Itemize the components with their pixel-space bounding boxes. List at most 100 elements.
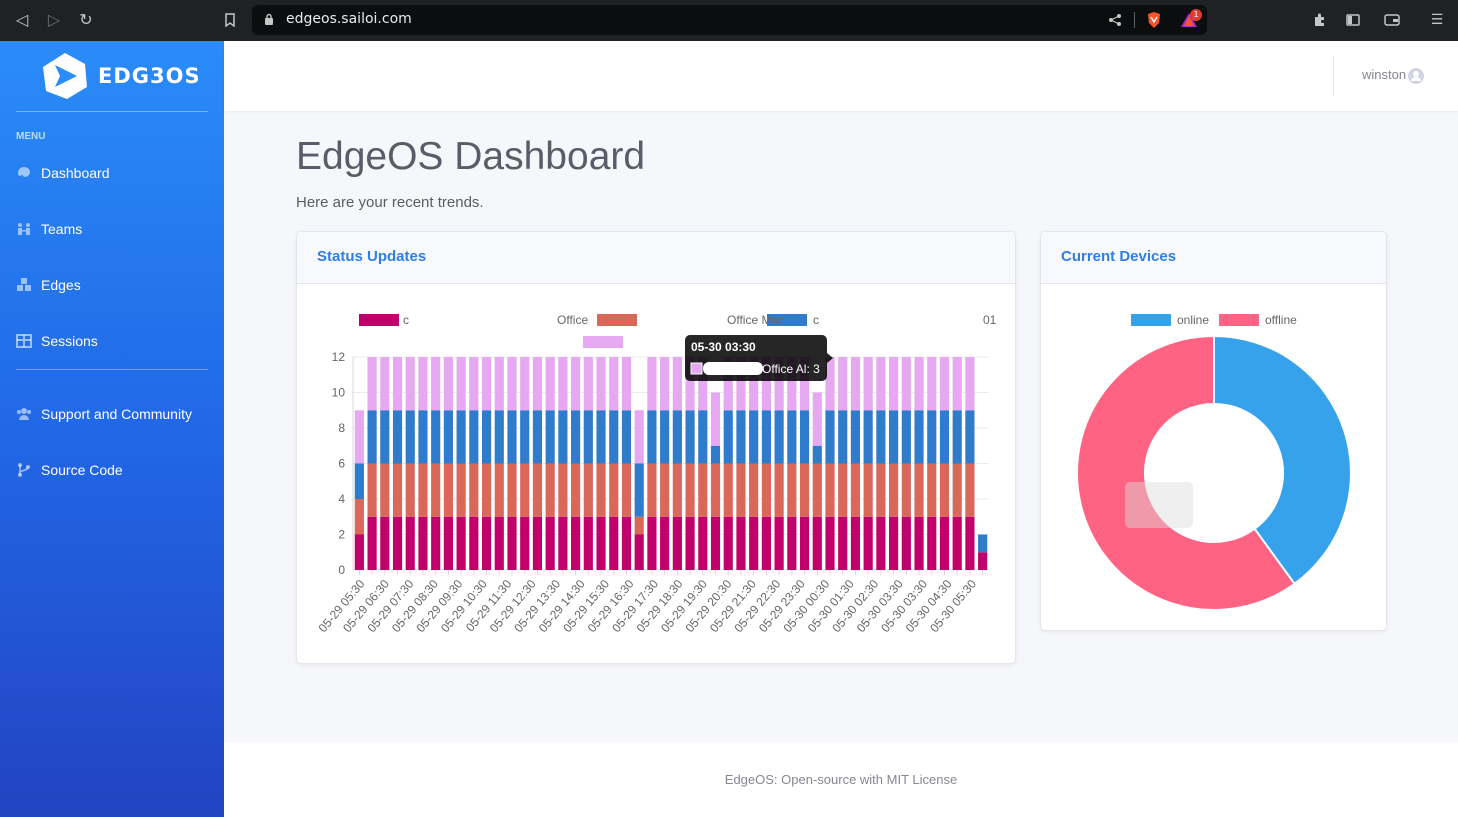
legend-swatch[interactable] [1131, 314, 1171, 326]
bar-segment[interactable] [710, 463, 721, 517]
bar-segment[interactable] [647, 516, 657, 570]
sidebar-item-edges[interactable]: Edges [16, 273, 216, 297]
bar-segment[interactable] [914, 410, 924, 464]
bar-segment[interactable] [392, 516, 403, 570]
bar-segment[interactable] [380, 357, 390, 411]
bar-segment[interactable] [939, 463, 950, 517]
bar-segment[interactable] [672, 463, 682, 517]
bar-segment[interactable] [520, 357, 530, 411]
bar-segment[interactable] [583, 516, 593, 570]
bar-segment[interactable] [901, 463, 911, 517]
bar-segment[interactable] [850, 463, 861, 517]
bar-segment[interactable] [456, 357, 466, 411]
wallet-icon[interactable] [1381, 9, 1403, 31]
bar-segment[interactable] [660, 357, 670, 411]
bar-segment[interactable] [863, 463, 873, 517]
bar-segment[interactable] [799, 516, 810, 570]
bar-segment[interactable] [418, 410, 428, 464]
legend-swatch[interactable] [583, 336, 623, 348]
bar-segment[interactable] [469, 410, 479, 464]
bar-segment[interactable] [443, 410, 453, 464]
bar-segment[interactable] [558, 357, 568, 411]
bar-segment[interactable] [710, 392, 721, 446]
bar-segment[interactable] [850, 357, 861, 411]
bar-segment[interactable] [456, 463, 466, 517]
bar-segment[interactable] [749, 357, 759, 411]
legend-swatch[interactable] [767, 314, 807, 326]
bar-segment[interactable] [380, 410, 390, 464]
bar-segment[interactable] [710, 516, 721, 570]
bar-segment[interactable] [952, 357, 962, 411]
bar-segment[interactable] [838, 410, 848, 464]
bar-segment[interactable] [812, 445, 822, 464]
sidebar-toggle-icon[interactable] [1342, 9, 1364, 31]
bar-segment[interactable] [698, 516, 708, 570]
bar-segment[interactable] [405, 516, 415, 570]
bar-segment[interactable] [901, 357, 911, 411]
bar-segment[interactable] [481, 463, 492, 517]
bar-segment[interactable] [660, 516, 670, 570]
bar-segment[interactable] [443, 463, 453, 517]
bar-segment[interactable] [901, 410, 911, 464]
sidebar-item-support[interactable]: Support and Community [16, 402, 216, 426]
bar-segment[interactable] [469, 516, 479, 570]
bar-segment[interactable] [660, 410, 670, 464]
bar-segment[interactable] [494, 516, 504, 570]
bar-segment[interactable] [558, 516, 568, 570]
bar-segment[interactable] [799, 410, 810, 464]
bar-segment[interactable] [774, 516, 784, 570]
bar-segment[interactable] [392, 410, 403, 464]
bar-segment[interactable] [634, 534, 644, 571]
sidebar-item-sessions[interactable]: Sessions [16, 329, 216, 353]
bar-segment[interactable] [698, 463, 708, 517]
bar-segment[interactable] [761, 410, 771, 464]
bar-segment[interactable] [418, 463, 428, 517]
bar-segment[interactable] [774, 357, 784, 411]
bar-segment[interactable] [571, 410, 581, 464]
bar-segment[interactable] [939, 357, 950, 411]
bar-segment[interactable] [609, 463, 619, 517]
bar-segment[interactable] [939, 410, 950, 464]
bar-segment[interactable] [380, 516, 390, 570]
bar-segment[interactable] [749, 516, 759, 570]
bar-segment[interactable] [825, 410, 835, 464]
bar-segment[interactable] [889, 463, 899, 517]
bar-segment[interactable] [787, 516, 797, 570]
bar-segment[interactable] [825, 516, 835, 570]
bar-segment[interactable] [952, 410, 962, 464]
bar-segment[interactable] [914, 516, 924, 570]
sidebar-item-dashboard[interactable]: Dashboard [16, 161, 216, 185]
bar-segment[interactable] [545, 516, 555, 570]
back-icon[interactable]: ◁ [15, 10, 29, 29]
bar-segment[interactable] [392, 357, 403, 411]
bar-segment[interactable] [507, 516, 517, 570]
bar-segment[interactable] [418, 357, 428, 411]
bar-segment[interactable] [736, 410, 746, 464]
bar-segment[interactable] [889, 516, 899, 570]
bar-segment[interactable] [927, 410, 937, 464]
bar-segment[interactable] [838, 357, 848, 411]
bar-segment[interactable] [723, 410, 733, 464]
bar-segment[interactable] [634, 516, 644, 535]
legend-swatch[interactable] [359, 314, 399, 326]
bar-segment[interactable] [927, 357, 937, 411]
bar-segment[interactable] [532, 410, 543, 464]
bar-segment[interactable] [571, 357, 581, 411]
bar-segment[interactable] [889, 357, 899, 411]
bar-segment[interactable] [736, 463, 746, 517]
brave-rewards-icon[interactable] [1180, 12, 1198, 28]
bar-segment[interactable] [571, 516, 581, 570]
bar-segment[interactable] [685, 516, 695, 570]
bar-segment[interactable] [749, 410, 759, 464]
bar-segment[interactable] [672, 357, 682, 411]
bar-segment[interactable] [431, 357, 441, 411]
sidebar-item-source-code[interactable]: Source Code [16, 458, 216, 482]
bar-segment[interactable] [354, 410, 364, 464]
bar-segment[interactable] [838, 516, 848, 570]
bar-segment[interactable] [672, 516, 682, 570]
bar-segment[interactable] [354, 534, 364, 571]
bar-segment[interactable] [838, 463, 848, 517]
bar-segment[interactable] [685, 410, 695, 464]
bar-segment[interactable] [774, 410, 784, 464]
bar-segment[interactable] [431, 516, 441, 570]
